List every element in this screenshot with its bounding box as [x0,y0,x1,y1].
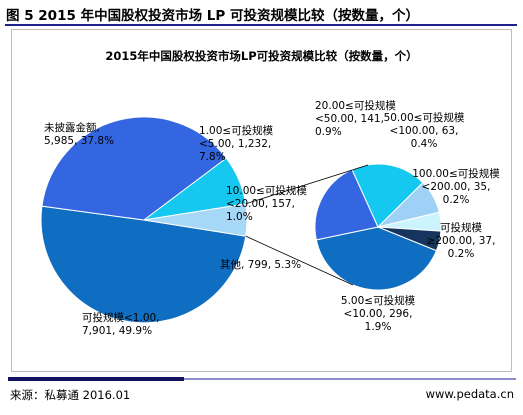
slice-capacity-20-to-50 [351,163,424,228]
label-capacity-1-to-5: 1.00≤可投规模<5.00, 1,232, 7.8% [199,124,274,163]
slice-capacity-over-200 [377,226,442,252]
label-capacity-5-to-10: 5.00≤可投规模<10.00, 296, 1.9% [341,294,416,333]
label-other: 其他, 799, 5.3% [220,258,301,271]
connector-line-upper [245,164,369,205]
pie-of-pie-chart: 可投规模<1.00, 7,901, 49.9% 未披露金额, 5,985, 37.8%… [40,99,500,337]
label-capacity-10-to-20: 10.00≤可投规模<20.00, 157, 1.0% [226,184,307,223]
slice-labels: 可投规模<1.00, 7,901, 49.9% 未披露金额, 5,985, 37.8%… [44,99,500,337]
main-pie [40,116,248,324]
label-capacity-100-to-200: 100.00≤可投规模<200.00, 35, 0.2% [412,167,500,206]
website-link: www.pedata.cn [425,387,514,401]
secondary-pie [314,163,442,291]
label-capacity-50-to-100: 50.00≤可投规模<100.00, 63, 0.4% [384,111,465,150]
label-capacity-over-200: 可投规模≥200.00, 37, 0.2% [427,221,496,260]
chart-title: 2015年中国股权投资市场LP可投资规模比较（按数量，个） [105,49,418,63]
chart-frame: 2015年中国股权投资市场LP可投资规模比较（按数量，个） 可投规模<1.00,… [11,29,512,372]
slice-capacity-5-to-10 [315,226,438,291]
label-capacity-20-to-50: 20.00≤可投规模<50.00, 141, 0.9% [315,99,396,138]
footer-divider-light [184,378,516,380]
connector-line-lower [245,235,354,286]
figure-title: 图 5 2015 年中国股权投资市场 LP 可投资规模比较（按数量，个） [6,8,419,24]
slice-capacity-10-to-20 [314,168,379,241]
slice-undisclosed [41,116,228,221]
title-divider [5,24,517,26]
label-undisclosed: 未披露金额, 5,985, 37.8% [44,121,114,147]
connector-lines [245,164,369,286]
footer-divider-dark [8,377,184,381]
slice-other [143,203,248,237]
label-capacity-under-1: 可投规模<1.00, 7,901, 49.9% [82,311,160,337]
slice-capacity-under-1 [40,205,247,324]
source-note: 来源：私募通 2016.01 [10,388,131,402]
